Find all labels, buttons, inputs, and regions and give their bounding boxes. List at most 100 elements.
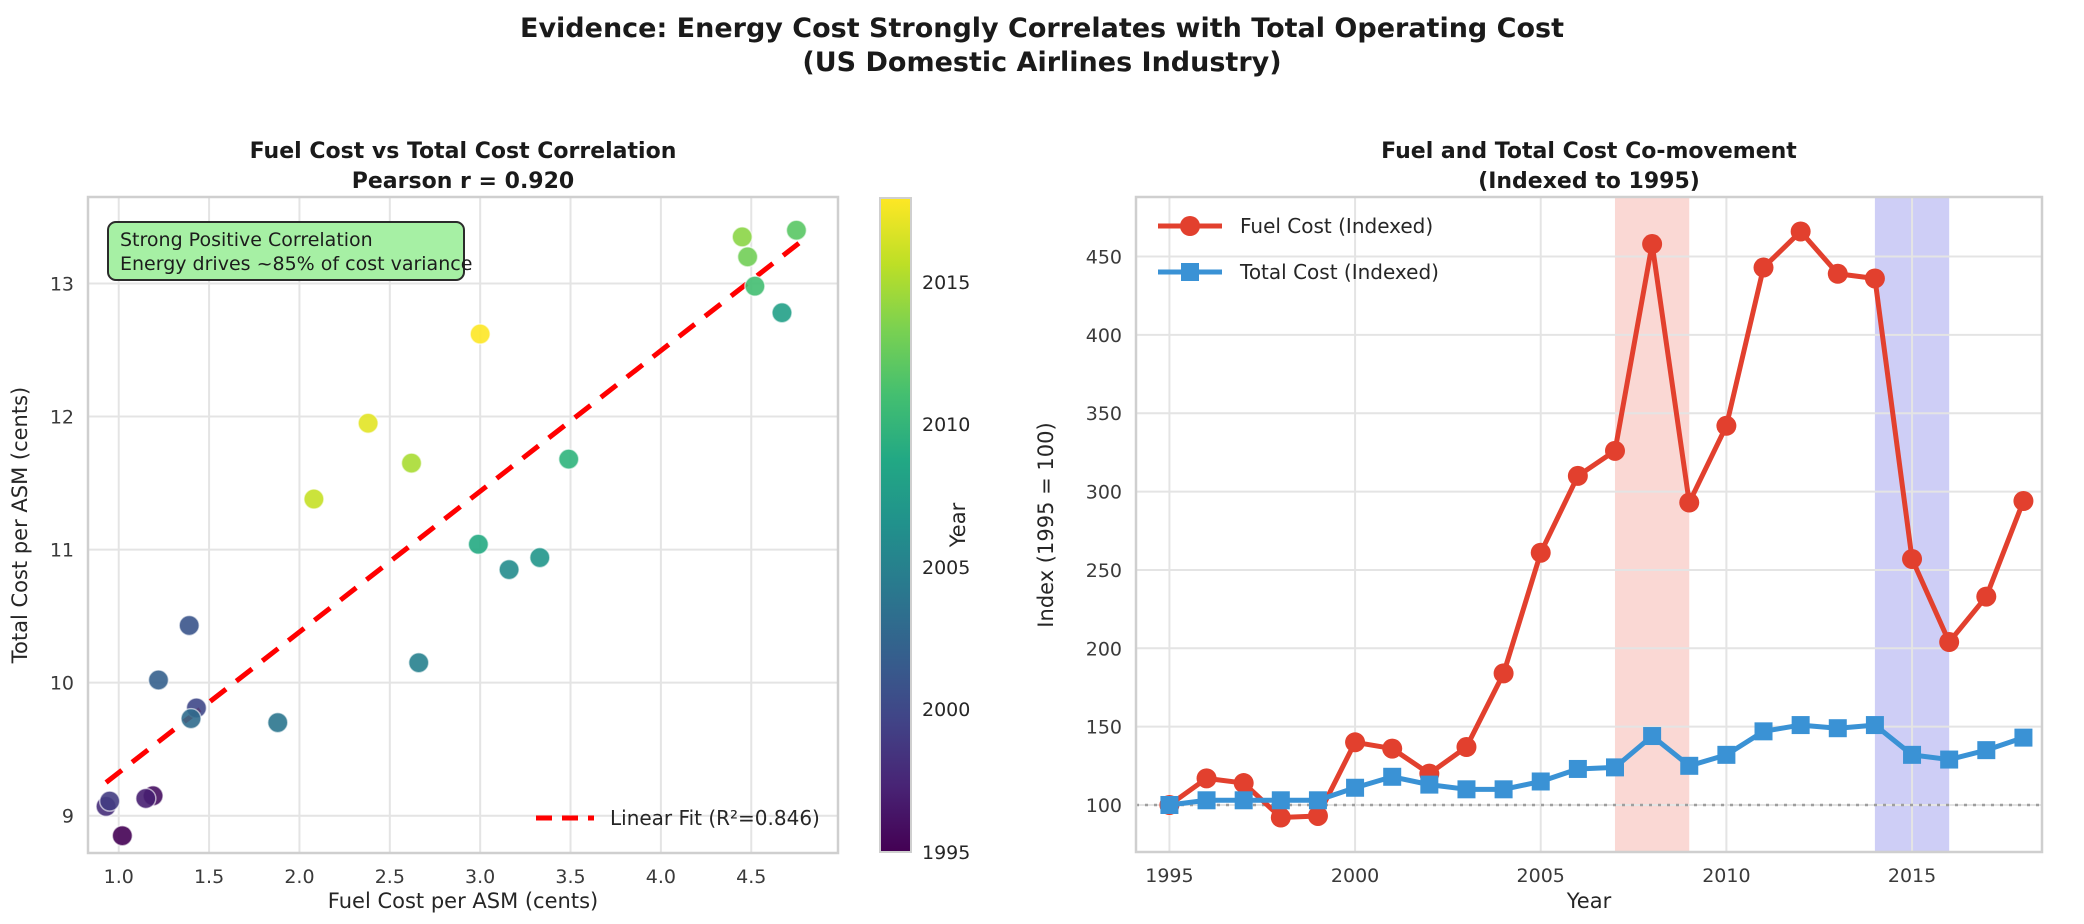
x-tick-label: 3.0	[465, 866, 495, 888]
total-marker-2013	[1828, 719, 1847, 738]
total-marker-2002	[1420, 775, 1439, 794]
fuel-marker-2015	[1902, 548, 1923, 569]
axes-spines	[86, 195, 840, 855]
fuel-marker-2016	[1939, 632, 1960, 653]
total-marker-2004	[1494, 780, 1513, 799]
fuel-marker-2000	[1345, 732, 1366, 753]
fuel-marker-2001	[1382, 738, 1403, 759]
fuel-marker-2003	[1456, 737, 1477, 758]
total-marker-2005	[1531, 772, 1550, 791]
scatter-legend: Linear Fit (R²=0.846)	[536, 806, 820, 830]
x-tick-label: 2.0	[284, 866, 314, 888]
fuel-marker-2009	[1679, 492, 1700, 513]
scatter-title: Fuel Cost vs Total Cost Correlation	[250, 139, 677, 164]
year-colorbar	[879, 197, 912, 853]
total-marker-2014	[1865, 716, 1884, 735]
scatter-point-1999	[98, 790, 121, 812]
fuel-marker-1999	[1307, 805, 1328, 826]
total-marker-2000	[1346, 778, 1365, 797]
line-chart-legend: Fuel Cost (Indexed) Total Cost (Indexed)	[1158, 214, 1439, 284]
x-tick-label: 1.0	[104, 866, 134, 888]
scatter-plot-area: 1.0 1.5 2.0 2.5 3.0 3.5 4.0 4.5 9 10 11 12 13	[50, 195, 840, 888]
total-marker-2016	[1940, 750, 1959, 769]
scatter-point-1997	[135, 787, 157, 810]
x-tick-label: 2010	[1702, 865, 1750, 887]
x-tick-label: 3.5	[555, 866, 585, 888]
fuel-marker-2014	[1864, 268, 1885, 289]
scatter-point-2016	[303, 488, 325, 510]
scatter-point-2001	[178, 614, 200, 637]
y-tick-label: 300	[1086, 482, 1122, 504]
fuel-marker-2018	[2013, 490, 2034, 511]
y-tick-label: 9	[62, 806, 74, 828]
y-tick-label: 12	[50, 407, 74, 429]
fuel-marker-2007	[1604, 440, 1625, 461]
y-tick-label: 11	[50, 540, 74, 562]
annotation-line1: Strong Positive Correlation	[120, 229, 373, 251]
figure-suptitle-line2: (US Domestic Airlines Industry)	[802, 46, 1282, 78]
scatter-point-2004	[267, 711, 289, 734]
y-tick-label: 13	[50, 273, 74, 295]
fuel-marker-2005	[1530, 542, 1551, 563]
colorbar-tick-1995: 1995	[922, 842, 971, 864]
x-tick-label: 2000	[1331, 865, 1379, 887]
colorbar-tick-2005: 2005	[922, 556, 971, 579]
figure-suptitle: Evidence: Energy Cost Strongly Correlate…	[0, 12, 2084, 80]
scatter-point-2006	[498, 558, 520, 581]
x-tick-label: 1995	[1145, 865, 1193, 887]
colorbar-label: Year	[946, 502, 970, 548]
total-marker-2018	[2014, 728, 2033, 747]
line-plot-area: 1995 2000 2005 2010 2015 100 150 200 250 300 350 40…	[1086, 195, 2044, 887]
scatter-point-2010	[557, 448, 580, 470]
total-marker-1997	[1234, 791, 1253, 810]
total-marker-2017	[1977, 741, 1996, 760]
scatter-point-2008	[771, 302, 793, 324]
total-marker-2006	[1568, 759, 1587, 778]
total-marker-2007	[1605, 758, 1624, 777]
colorbar-tick-2000: 2000	[922, 699, 971, 722]
total-marker-2003	[1457, 780, 1476, 799]
y-tick-label: 200	[1086, 638, 1122, 660]
fuel-legend-label: Fuel Cost (Indexed)	[1240, 214, 1433, 238]
total-marker-2015	[1903, 745, 1922, 764]
fuel-marker-2010	[1716, 415, 1737, 436]
axes-spines	[1134, 195, 2044, 854]
fuel-marker-2012	[1790, 221, 1811, 242]
fuel-marker-2004	[1493, 663, 1514, 684]
y-tick-label: 10	[50, 673, 74, 695]
fuel-marker-2008	[1642, 234, 1663, 255]
total-marker-2010	[1717, 745, 1736, 764]
fuel-marker-2013	[1827, 263, 1848, 284]
fuel-marker-1997	[1233, 773, 1254, 794]
colorbar-tick-2010: 2010	[922, 414, 971, 437]
scatter-point-2007	[529, 546, 551, 569]
scatter-chart: Fuel Cost vs Total Cost Correlation Pear…	[8, 139, 840, 913]
x-tick-label: 4.0	[646, 866, 676, 888]
scatter-point-1995	[111, 824, 134, 847]
total-marker-1999	[1308, 791, 1327, 810]
fuel-legend-circle-marker	[1180, 216, 1200, 236]
fuel-marker-2011	[1753, 257, 1774, 278]
scatter-point-2011	[744, 275, 766, 297]
y-tick-label: 450	[1086, 247, 1122, 269]
total-marker-1998	[1271, 791, 1290, 810]
scatter-yaxis-label: Total Cost per ASM (cents)	[8, 387, 32, 664]
scatter-point-2015	[400, 452, 423, 474]
scatter-xaxis-label: Fuel Cost per ASM (cents)	[328, 889, 598, 913]
total-marker-1995	[1160, 795, 1179, 814]
scatter-point-2002	[147, 669, 170, 691]
linear-fit-line	[104, 238, 804, 785]
fit-line-legend-label: Linear Fit (R²=0.846)	[610, 806, 820, 830]
x-tick-label: 2.5	[375, 866, 405, 888]
y-tick-label: 250	[1086, 560, 1122, 582]
line-yaxis-label: Index (1995 = 100)	[1034, 422, 1058, 627]
fuel-marker-2006	[1567, 465, 1588, 486]
total-marker-2012	[1791, 716, 1810, 735]
line-xaxis-label: Year	[1566, 889, 1612, 913]
x-tick-label: 2015	[1888, 865, 1936, 887]
total-legend-label: Total Cost (Indexed)	[1239, 260, 1439, 284]
fuel-marker-1996	[1196, 768, 1217, 789]
total-legend-square-marker	[1181, 263, 1199, 281]
